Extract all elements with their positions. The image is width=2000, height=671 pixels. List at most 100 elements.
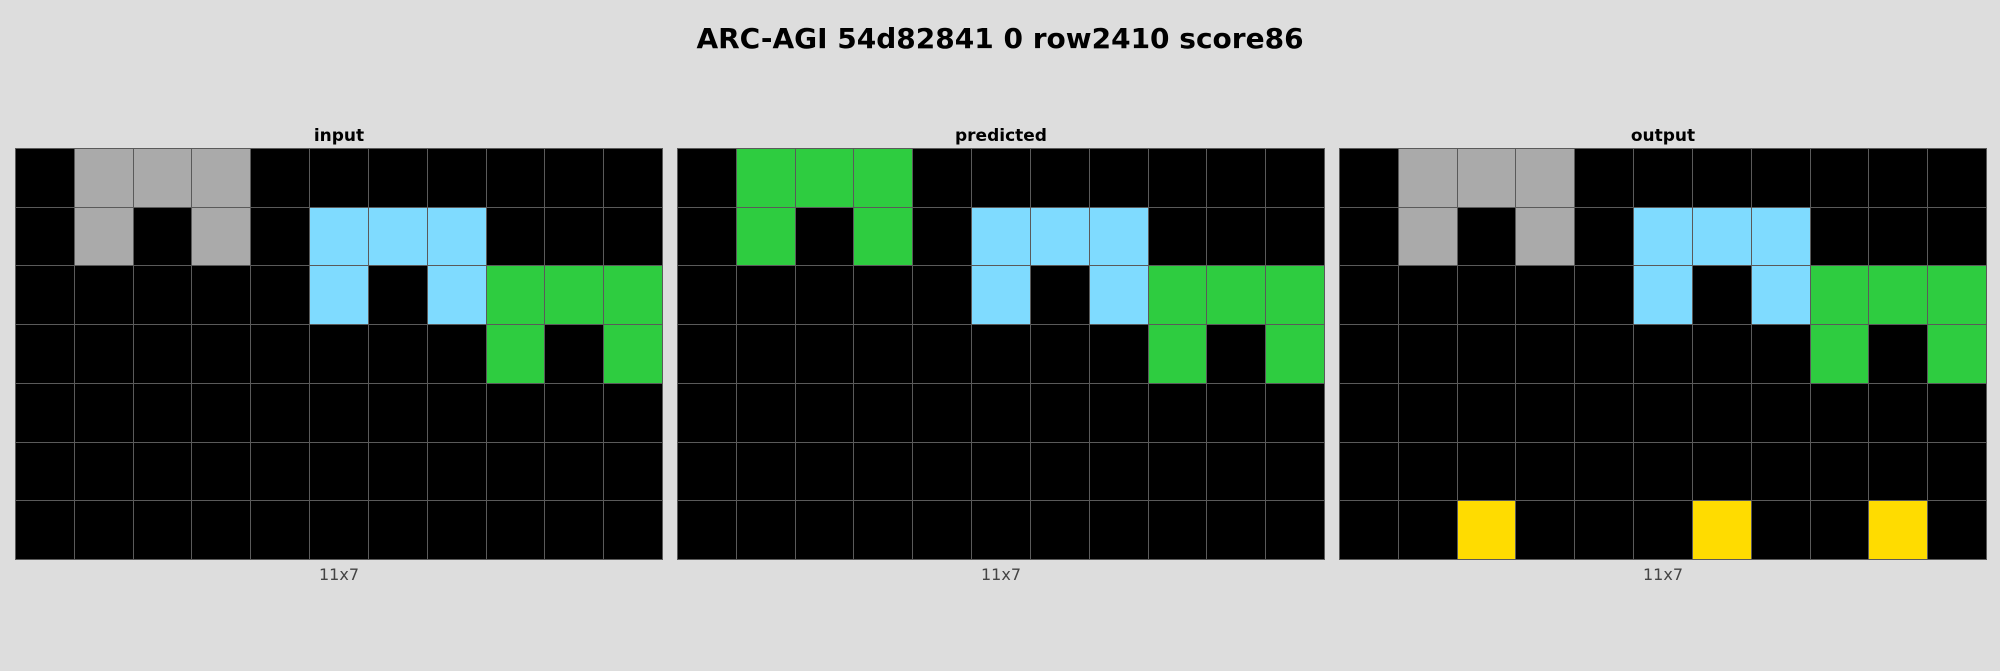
- grid-cell: [1089, 207, 1148, 266]
- grid-cell: [545, 442, 604, 501]
- grid-cell: [16, 442, 74, 501]
- grid-cell: [736, 325, 795, 383]
- grid-cell: [427, 501, 486, 559]
- grid-cell: [1575, 325, 1634, 383]
- grid-cell: [1340, 383, 1398, 442]
- grid-cell: [736, 266, 795, 325]
- grid-cell: [251, 501, 310, 559]
- grid-cell: [1030, 383, 1089, 442]
- grid-cell: [972, 149, 1030, 207]
- grid-cell: [1148, 207, 1207, 266]
- grid-cell: [427, 207, 486, 266]
- grid-cell: [1692, 442, 1751, 501]
- grid-size-label: 11x7: [318, 565, 359, 584]
- grid-cell: [1810, 149, 1869, 207]
- grid-cell: [1575, 442, 1634, 501]
- grid-cell: [1148, 501, 1207, 559]
- grid-cell: [1089, 325, 1148, 383]
- grid-cell: [1810, 325, 1869, 383]
- grid-cell: [427, 442, 486, 501]
- grid-cell: [1516, 501, 1575, 559]
- grid-cell: [736, 149, 795, 207]
- grid-cell: [736, 207, 795, 266]
- grid-cell: [604, 149, 662, 207]
- grid-cell: [1810, 383, 1869, 442]
- grid-cell: [678, 149, 736, 207]
- grid-cell: [1089, 501, 1148, 559]
- grid-cell: [1266, 383, 1324, 442]
- grid-cell: [604, 383, 662, 442]
- grid-cell: [1266, 325, 1324, 383]
- grid-size-label: 11x7: [980, 565, 1021, 584]
- grid-cell: [368, 442, 427, 501]
- panel-title: input: [313, 126, 365, 146]
- grid-cell: [1457, 383, 1516, 442]
- grid-cell: [251, 383, 310, 442]
- grid-cell: [972, 266, 1030, 325]
- grid-cell: [678, 383, 736, 442]
- grid-cell: [1207, 442, 1266, 501]
- grid-cell: [795, 266, 854, 325]
- grid-cell: [486, 325, 545, 383]
- grid-cell: [736, 383, 795, 442]
- grid-cell: [133, 207, 192, 266]
- grid-cell: [1398, 149, 1457, 207]
- panel-title: predicted: [955, 126, 1047, 146]
- grid-cell: [1634, 383, 1692, 442]
- grid-cell: [192, 325, 251, 383]
- grid-cell: [913, 207, 972, 266]
- grid-cell: [486, 501, 545, 559]
- grid-cell: [1751, 207, 1810, 266]
- grid-cell: [913, 383, 972, 442]
- grid-cell: [736, 501, 795, 559]
- grid-cell: [486, 266, 545, 325]
- grid-cell: [1869, 442, 1928, 501]
- grid-cell: [1207, 266, 1266, 325]
- grid-cell: [604, 501, 662, 559]
- panel-predicted: predicted 11x7: [677, 124, 1325, 586]
- grid-cell: [1398, 442, 1457, 501]
- grid-cell: [133, 149, 192, 207]
- grid-cell: [1089, 383, 1148, 442]
- grid-cell: [1516, 207, 1575, 266]
- grid-cell: [604, 266, 662, 325]
- grid-cell: [1207, 207, 1266, 266]
- grid-cell: [678, 442, 736, 501]
- grid-cell: [972, 442, 1030, 501]
- grid-cell: [368, 207, 427, 266]
- grid-cell: [1751, 442, 1810, 501]
- grid-cell: [913, 266, 972, 325]
- grid-cell: [16, 207, 74, 266]
- grid-cell: [310, 442, 368, 501]
- grid-cell: [1634, 325, 1692, 383]
- grid-cell: [795, 383, 854, 442]
- grid-cell: [1457, 325, 1516, 383]
- grid-cell: [1634, 442, 1692, 501]
- grid-cell: [251, 266, 310, 325]
- grid-cell: [1575, 501, 1634, 559]
- grid-cell: [310, 383, 368, 442]
- grid-cell: [133, 325, 192, 383]
- grid-cell: [1340, 207, 1398, 266]
- grid-cell: [678, 501, 736, 559]
- grid-cell: [74, 501, 133, 559]
- grid-cell: [192, 149, 251, 207]
- grid-cell: [1089, 149, 1148, 207]
- grid-cell: [545, 325, 604, 383]
- grid-cell: [133, 442, 192, 501]
- grid-cell: [1928, 501, 1986, 559]
- grid-cell: [1516, 442, 1575, 501]
- grid-cell: [133, 501, 192, 559]
- grid-cell: [1148, 442, 1207, 501]
- grid-cell: [251, 442, 310, 501]
- grid-cell: [854, 149, 913, 207]
- grid-cell: [1692, 207, 1751, 266]
- grid-cell: [427, 383, 486, 442]
- grid-cell: [1207, 325, 1266, 383]
- grid-cell: [1751, 149, 1810, 207]
- grid-cell: [1869, 501, 1928, 559]
- grid-cell: [795, 501, 854, 559]
- grid-cell: [545, 266, 604, 325]
- grid-cell: [133, 383, 192, 442]
- grid-cell: [427, 266, 486, 325]
